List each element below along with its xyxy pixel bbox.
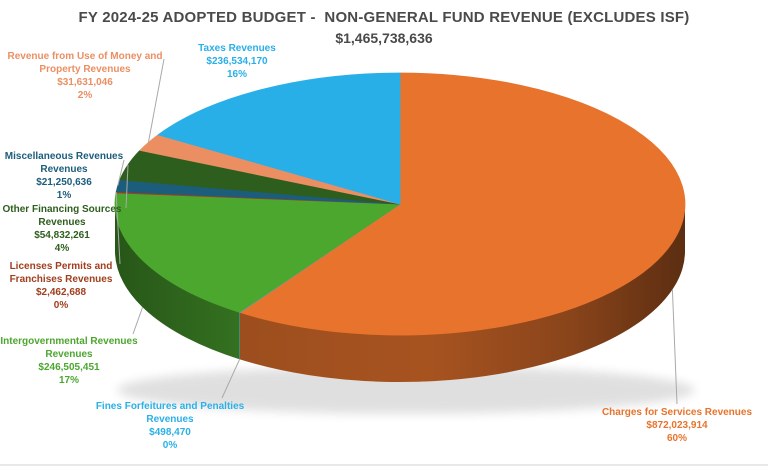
leader-line-charges: [671, 289, 678, 405]
slice-label-line: Fines Forfeitures and Penalties: [95, 401, 245, 412]
slice-label-pct: 17%: [58, 375, 79, 386]
slice-label-line: Revenues: [45, 349, 93, 360]
slice-label-licenses: Licenses Permits and Franchises Revenues $…: [0, 260, 122, 312]
pie-slice-taxes[interactable]: [157, 72, 401, 205]
slice-label-value: $54,832,261: [34, 230, 90, 241]
slice-label-fines: Fines Forfeitures and Penalties Revenues $…: [89, 400, 251, 452]
slice-label-value: $246,505,451: [38, 362, 100, 373]
slice-label-pct: 2%: [77, 90, 93, 101]
slice-label-otherfin: Other Financing Sources Revenues $54,832,2…: [0, 203, 124, 255]
slice-label-charges: Charges for Services Revenues $872,023,91…: [597, 406, 757, 445]
leader-line-licenses: [115, 192, 121, 265]
slice-label-pct: 16%: [226, 69, 247, 80]
slice-label-value: $2,462,688: [35, 287, 87, 298]
leader-line-fines: [221, 359, 241, 399]
leader-line-intergov: [132, 307, 144, 335]
slice-label-value: $31,631,046: [57, 77, 113, 88]
pie-shadow: [117, 366, 695, 414]
slice-label-line: Franchises Revenues: [9, 274, 113, 285]
chart-title: FY 2024-25 ADOPTED BUDGET - NON-GENERAL …: [78, 9, 690, 26]
slice-label-line: Revenues: [146, 414, 194, 425]
pie-slice-side-shade-charges: [239, 204, 686, 383]
slice-label-pct: 0%: [162, 440, 178, 451]
leader-line-money: [147, 58, 165, 143]
slice-label-taxes: Taxes Revenues $236,534,170 16%: [157, 42, 317, 81]
chart-total-value: $1,465,738,636: [335, 30, 433, 46]
slice-label-line: Revenues: [38, 217, 86, 228]
leader-line-otherfin: [125, 164, 129, 209]
slice-label-value: $498,470: [149, 427, 191, 438]
slice-label-line: Miscellaneous Revenues: [4, 151, 124, 162]
slice-label-pct: 0%: [53, 300, 69, 311]
slice-label-line: Revenue from Use of Money and: [7, 51, 163, 62]
pie-slice-intergov[interactable]: [114, 192, 402, 313]
slice-label-pct: 4%: [54, 243, 70, 254]
slice-label-money: Revenue from Use of Money and Property Re…: [5, 50, 165, 102]
slice-label-line: Licenses Permits and: [9, 261, 113, 272]
slice-label-pct: 1%: [56, 190, 72, 201]
slice-label-misc: Miscellaneous Revenues Revenues $21,250,63…: [0, 150, 128, 202]
pie-slice-charges[interactable]: [238, 72, 686, 336]
slice-label-value: $236,534,170: [206, 56, 268, 67]
slice-label-value: $872,023,914: [646, 420, 708, 431]
slice-label-intergov: Intergovernmental Revenues Revenues $246,5…: [0, 335, 138, 387]
slice-label-line: Property Revenues: [39, 64, 131, 75]
slice-label-line: Taxes Revenues: [198, 43, 276, 54]
pie-slice-side-shade-fines: [239, 312, 240, 360]
slice-label-line: Intergovernmental Revenues: [0, 336, 138, 347]
slice-label-line: Revenues: [40, 164, 88, 175]
slice-label-line: Charges for Services Revenues: [601, 407, 753, 418]
leader-line-misc: [117, 159, 125, 186]
slice-label-pct: 60%: [666, 433, 687, 444]
pie-slice-side-shade-intergov: [115, 204, 240, 360]
slice-label-value: $21,250,636: [36, 177, 92, 188]
slice-label-line: Other Financing Sources: [2, 204, 122, 215]
